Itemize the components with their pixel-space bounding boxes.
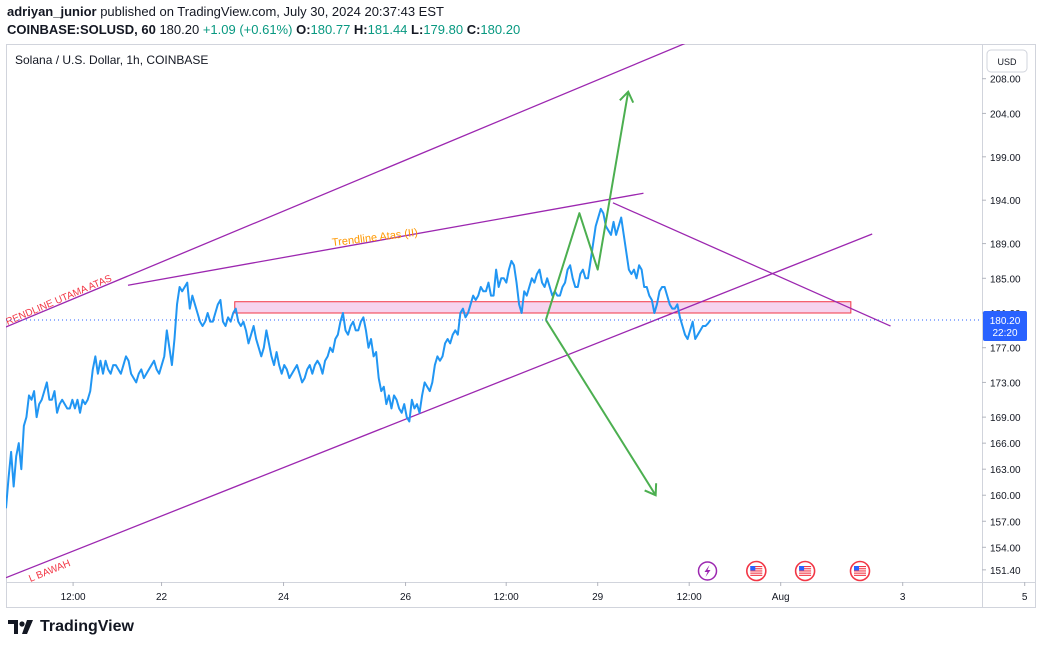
y-tick-label: 169.00 bbox=[990, 413, 1021, 424]
y-tick-label: 173.00 bbox=[990, 378, 1021, 389]
arrow-down bbox=[545, 319, 657, 496]
last-price: 180.20 bbox=[159, 22, 200, 37]
x-tick-label: 12:00 bbox=[61, 592, 86, 603]
flag-canton bbox=[750, 566, 756, 571]
us-flag-event-icon[interactable] bbox=[745, 560, 767, 582]
close-value: 180.20 bbox=[480, 22, 521, 37]
y-tick-label: 177.00 bbox=[990, 344, 1021, 355]
trendline-atas-ii bbox=[127, 192, 644, 286]
flag-stripe bbox=[750, 570, 763, 572]
y-axis[interactable]: 208.00204.00199.00194.00189.00185.00181.… bbox=[982, 75, 1021, 577]
flag-stripe bbox=[854, 568, 866, 570]
x-tick-label: 24 bbox=[278, 592, 290, 603]
y-tick-label: 189.00 bbox=[990, 240, 1021, 251]
flag-stripe bbox=[799, 568, 812, 570]
low-value: 179.80 bbox=[423, 22, 464, 37]
x-tick-label: 29 bbox=[592, 592, 604, 603]
x-tick-label: Aug bbox=[772, 592, 790, 603]
badge-price: 180.20 bbox=[990, 316, 1021, 327]
y-tick-label: 204.00 bbox=[990, 109, 1021, 120]
flag-stripe bbox=[750, 572, 763, 574]
close-label: C: bbox=[466, 22, 481, 37]
lightning-glyph bbox=[704, 565, 711, 577]
open-value: 180.77 bbox=[310, 22, 351, 37]
tradingview-logo-icon bbox=[8, 620, 33, 634]
price-line bbox=[5, 207, 712, 509]
trendline-upper-main bbox=[6, 44, 686, 328]
flag-stripe bbox=[750, 568, 763, 570]
symbol-label: COINBASE:SOLUSD, 60 bbox=[7, 22, 156, 37]
y-tick-label: 199.00 bbox=[990, 153, 1021, 164]
price-badge: 180.20 22:20 bbox=[983, 310, 1027, 341]
x-tick-label: 12:00 bbox=[494, 592, 519, 603]
y-tick-label: 163.00 bbox=[990, 465, 1021, 476]
event-markers[interactable] bbox=[697, 560, 871, 582]
y-tick-label: 166.00 bbox=[990, 439, 1021, 450]
price-chart[interactable]: Solana / U.S. Dollar, 1h, COINBASE USD 2… bbox=[5, 44, 1036, 608]
y-tick-label: 208.00 bbox=[990, 75, 1021, 86]
y-tick-label: 194.00 bbox=[990, 196, 1021, 207]
flag-canton bbox=[854, 566, 859, 571]
y-tick-label: 160.00 bbox=[990, 491, 1021, 502]
arrow-up bbox=[544, 91, 630, 321]
published-text: published on TradingView.com, July 30, 2… bbox=[100, 4, 444, 19]
x-tick-label: 5 bbox=[1022, 592, 1028, 603]
flag-stripe bbox=[854, 566, 866, 568]
low-label: L: bbox=[411, 22, 424, 37]
currency-label: USD bbox=[997, 57, 1017, 67]
y-tick-label: 151.40 bbox=[990, 566, 1021, 577]
x-tick-label: 22 bbox=[156, 592, 168, 603]
lightning-event-icon[interactable] bbox=[697, 561, 718, 581]
x-tick-label: 3 bbox=[900, 592, 906, 603]
flag-stripe bbox=[750, 566, 763, 568]
chart-title: Solana / U.S. Dollar, 1h, COINBASE bbox=[15, 53, 208, 67]
arrow-up-head bbox=[619, 89, 635, 104]
trendline-descending bbox=[612, 202, 891, 327]
y-tick-label: 157.00 bbox=[990, 517, 1021, 528]
us-flag-event-icon[interactable] bbox=[794, 560, 816, 582]
author-name[interactable]: adriyan_junior bbox=[7, 4, 97, 19]
y-tick-label: 154.00 bbox=[990, 543, 1021, 554]
flag-stripe bbox=[799, 574, 812, 576]
flag-stripe bbox=[799, 570, 812, 572]
projection-arrows bbox=[544, 89, 658, 497]
flag-stripe bbox=[750, 574, 763, 576]
resistance-zone bbox=[234, 301, 852, 314]
open-label: O: bbox=[296, 22, 311, 37]
flag-stripe bbox=[799, 572, 812, 574]
high-value: 181.44 bbox=[367, 22, 408, 37]
trendline-lower bbox=[6, 233, 873, 579]
badge-countdown: 22:20 bbox=[992, 328, 1017, 339]
flag-canton bbox=[799, 566, 805, 571]
flag-stripe bbox=[854, 574, 866, 576]
publish-info: adriyan_junior published on TradingView.… bbox=[7, 4, 444, 19]
ohlc-legend: COINBASE:SOLUSD, 60 180.20 +1.09 (+0.61%… bbox=[7, 22, 520, 37]
currency-button[interactable] bbox=[986, 49, 1028, 73]
change-value: +1.09 (+0.61%) bbox=[202, 22, 293, 37]
flag-stripe bbox=[854, 572, 866, 574]
flag-stripe bbox=[799, 566, 812, 568]
chart-frame[interactable]: Solana / U.S. Dollar, 1h, COINBASE USD 2… bbox=[5, 44, 1036, 608]
us-flag-event-icon[interactable] bbox=[849, 560, 871, 582]
x-tick-label: 26 bbox=[400, 592, 412, 603]
tradingview-logo[interactable]: TradingView bbox=[8, 618, 134, 636]
high-label: H: bbox=[353, 22, 368, 37]
arrow-down-head bbox=[644, 483, 658, 497]
y-tick-label: 185.00 bbox=[990, 274, 1021, 285]
logo-text: TradingView bbox=[40, 618, 134, 635]
flag-stripe bbox=[854, 570, 866, 572]
x-tick-label: 12:00 bbox=[677, 592, 702, 603]
x-axis[interactable]: 12:00 22 24 26 12:00 29 12:00 Aug 3 5 bbox=[61, 582, 1028, 603]
